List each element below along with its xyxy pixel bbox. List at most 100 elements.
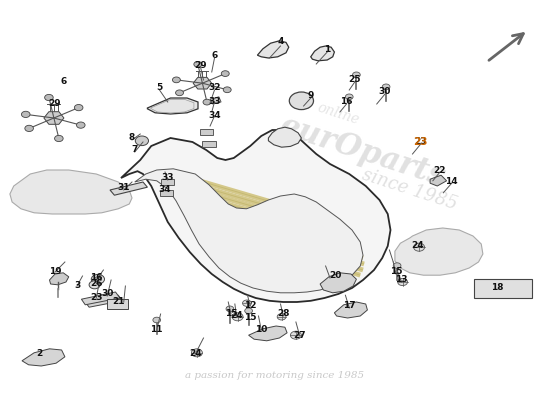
Circle shape: [194, 62, 202, 67]
Text: 2: 2: [36, 350, 43, 358]
Circle shape: [89, 281, 100, 289]
Text: 25: 25: [349, 76, 361, 84]
Text: 15: 15: [390, 268, 402, 276]
Polygon shape: [50, 273, 69, 285]
Circle shape: [91, 274, 104, 284]
Polygon shape: [430, 175, 447, 186]
Text: 21: 21: [112, 298, 124, 306]
Text: 5: 5: [156, 84, 163, 92]
Text: 16: 16: [90, 274, 102, 282]
Polygon shape: [320, 273, 356, 293]
Circle shape: [21, 111, 30, 118]
Text: 24: 24: [189, 350, 201, 358]
Text: 17: 17: [343, 302, 355, 310]
Polygon shape: [147, 98, 198, 114]
Circle shape: [414, 243, 425, 251]
Polygon shape: [249, 326, 287, 341]
Text: 23: 23: [415, 138, 427, 146]
Circle shape: [345, 94, 353, 100]
Circle shape: [232, 313, 243, 321]
Circle shape: [203, 99, 211, 105]
Bar: [107, 299, 128, 309]
Polygon shape: [311, 46, 334, 61]
Polygon shape: [268, 127, 301, 147]
Polygon shape: [135, 169, 363, 293]
Text: 1: 1: [324, 46, 331, 54]
Text: 8: 8: [129, 134, 135, 142]
Text: 19: 19: [49, 268, 61, 276]
Text: 9: 9: [307, 92, 314, 100]
Circle shape: [243, 300, 251, 306]
Text: a passion for motoring since 1985: a passion for motoring since 1985: [185, 372, 365, 380]
Text: 34: 34: [159, 186, 171, 194]
Text: 14: 14: [445, 178, 457, 186]
Polygon shape: [85, 295, 122, 307]
Text: 11: 11: [151, 326, 163, 334]
Text: 16: 16: [340, 98, 353, 106]
Text: 29: 29: [195, 62, 207, 70]
Polygon shape: [44, 112, 64, 124]
Text: 15: 15: [244, 314, 256, 322]
Bar: [474, 279, 532, 298]
Circle shape: [245, 308, 252, 314]
Circle shape: [54, 135, 63, 142]
Circle shape: [74, 104, 83, 111]
Polygon shape: [257, 41, 289, 58]
Polygon shape: [202, 141, 216, 147]
Polygon shape: [334, 302, 367, 318]
Polygon shape: [22, 349, 65, 366]
Circle shape: [290, 331, 301, 339]
Text: 24: 24: [230, 312, 243, 320]
Text: 26: 26: [90, 280, 102, 288]
Text: 34: 34: [208, 112, 221, 120]
Text: 20: 20: [329, 272, 342, 280]
Text: 13: 13: [395, 276, 408, 284]
Text: 12: 12: [244, 302, 256, 310]
Circle shape: [226, 306, 234, 312]
Polygon shape: [200, 129, 213, 135]
Circle shape: [95, 277, 101, 282]
Text: 4: 4: [277, 38, 284, 46]
Circle shape: [173, 77, 180, 83]
Polygon shape: [110, 182, 147, 195]
Text: 32: 32: [208, 84, 221, 92]
Polygon shape: [121, 130, 390, 302]
Text: since 1985: since 1985: [360, 166, 460, 214]
Text: 28: 28: [277, 310, 289, 318]
Circle shape: [382, 84, 390, 90]
Circle shape: [191, 349, 202, 357]
Circle shape: [393, 263, 401, 268]
Polygon shape: [160, 190, 173, 196]
Text: 31: 31: [118, 184, 130, 192]
Circle shape: [221, 71, 229, 76]
Circle shape: [398, 278, 408, 286]
Text: 23: 23: [90, 294, 102, 302]
Text: eurOparts: eurOparts: [276, 110, 450, 194]
Text: 30: 30: [101, 290, 113, 298]
Circle shape: [289, 92, 314, 110]
Polygon shape: [395, 228, 483, 275]
Text: 10: 10: [255, 326, 267, 334]
Text: 6: 6: [60, 78, 67, 86]
Polygon shape: [193, 77, 212, 89]
Text: 18: 18: [492, 284, 504, 292]
Circle shape: [76, 122, 85, 128]
Text: 27: 27: [294, 332, 306, 340]
Text: 6: 6: [211, 52, 218, 60]
Circle shape: [45, 94, 53, 101]
Polygon shape: [161, 179, 174, 185]
Polygon shape: [10, 170, 132, 214]
Text: 33: 33: [162, 174, 174, 182]
Text: 23: 23: [414, 137, 428, 147]
Text: 22: 22: [434, 166, 446, 174]
Circle shape: [153, 317, 161, 323]
Circle shape: [277, 314, 286, 320]
Circle shape: [175, 90, 184, 96]
Text: 29: 29: [49, 100, 61, 108]
Text: 7: 7: [131, 146, 138, 154]
Circle shape: [223, 87, 231, 93]
Polygon shape: [210, 97, 221, 104]
Text: online: online: [316, 101, 361, 127]
Polygon shape: [81, 292, 120, 305]
Text: 30: 30: [379, 88, 391, 96]
